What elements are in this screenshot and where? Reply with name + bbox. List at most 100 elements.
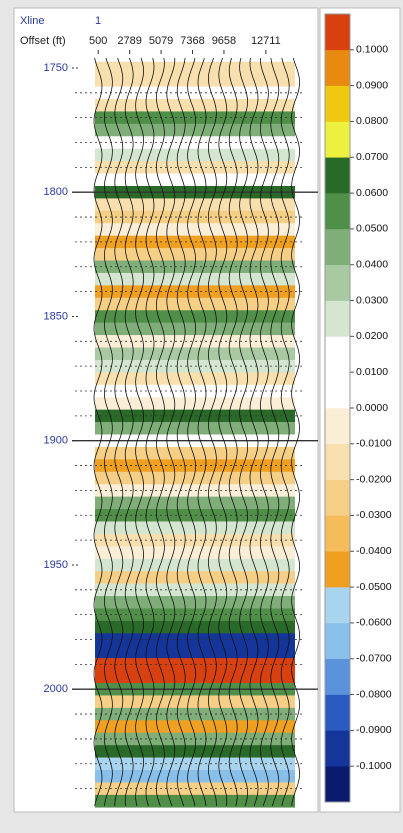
colorbar-segment	[325, 121, 350, 158]
colorbar-tick-label: 0.0300	[356, 294, 388, 306]
colorbar-tick-label: 0.0900	[356, 79, 388, 91]
amplitude-band	[95, 372, 295, 386]
colorbar-segment	[325, 372, 350, 409]
colorbar-segment	[325, 515, 350, 552]
y-tick-label: 1750	[44, 62, 68, 74]
amplitude-band	[95, 148, 295, 162]
colorbar-segment	[325, 49, 350, 86]
wiggle	[228, 57, 238, 807]
wiggle	[176, 57, 186, 807]
x-axis-title: Offset (ft)	[20, 35, 66, 47]
colorbar-tick-label: 0.0000	[356, 402, 388, 414]
colorbar-segment	[325, 193, 350, 230]
wiggle	[197, 57, 207, 807]
wiggle	[270, 57, 280, 807]
amplitude-band	[95, 769, 295, 783]
xline-label: Xline	[20, 15, 44, 27]
amplitude-band	[95, 198, 295, 212]
colorbar-segment	[325, 264, 350, 301]
colorbar-segment	[325, 479, 350, 516]
colorbar-tick-label: -0.0700	[356, 653, 392, 665]
colorbar-tick-label: -0.0600	[356, 617, 392, 629]
wiggle	[280, 57, 290, 807]
amplitude-band	[95, 645, 295, 659]
amplitude-band	[95, 720, 295, 734]
wiggle	[93, 57, 103, 807]
colorbar-tick-label: 0.1000	[356, 44, 388, 56]
colorbar-tick-label: -0.0100	[356, 438, 392, 450]
y-tick-label: 1800	[44, 186, 68, 198]
colorbar-segment	[325, 408, 350, 445]
colorbar-segment	[325, 228, 350, 266]
x-tick-label: 500	[89, 35, 107, 47]
y-tick-label: 1900	[44, 435, 68, 447]
wiggle	[259, 57, 269, 807]
colorbar-segment	[325, 551, 350, 588]
colorbar-tick-label: -0.0200	[356, 473, 392, 485]
colorbar-tick-label: 0.0100	[356, 366, 388, 378]
colorbar-segment	[325, 336, 350, 373]
wiggle	[124, 57, 134, 807]
colorbar-tick-label: -0.0400	[356, 545, 392, 557]
amplitude-band	[95, 446, 295, 460]
amplitude-band	[95, 471, 295, 485]
amplitude-band	[95, 74, 295, 87]
y-tick-label: 2000	[44, 683, 68, 695]
amplitude-band	[95, 695, 295, 709]
amplitude-band	[95, 297, 295, 311]
colorbar-tick-label: -0.1000	[356, 760, 392, 772]
wiggle	[218, 57, 228, 807]
colorbar-segment	[325, 587, 350, 624]
y-tick-label: 1850	[44, 310, 68, 322]
amplitude-band	[95, 745, 295, 758]
colorbar-tick-label: 0.0600	[356, 187, 388, 199]
wiggle	[249, 57, 259, 807]
colorbar-tick-label: -0.0500	[356, 581, 392, 593]
x-tick-label: 9658	[212, 35, 236, 47]
amplitude-band	[95, 99, 295, 112]
amplitude-band	[95, 558, 295, 572]
wiggle	[135, 57, 145, 807]
amplitude-band	[95, 223, 295, 236]
wiggle-traces	[93, 57, 301, 807]
amplitude-band	[95, 123, 295, 137]
amplitude-band	[95, 61, 295, 75]
amplitude-band	[95, 496, 295, 510]
x-tick-label: 5079	[149, 35, 173, 47]
colorbar-segment	[325, 14, 350, 51]
x-tick-label: 7368	[180, 35, 204, 47]
colorbar-segment	[325, 694, 350, 731]
colorbar-tick-label: 0.0700	[356, 151, 388, 163]
amplitude-band	[95, 322, 295, 336]
wiggle	[187, 57, 197, 807]
amplitude-band	[95, 571, 295, 584]
amplitude-band	[95, 272, 295, 286]
colorbar-segment	[325, 622, 350, 660]
colorbar-tick-label: 0.0500	[356, 223, 388, 235]
wiggle	[155, 57, 165, 807]
amplitude-band	[95, 347, 295, 361]
colorbar-segment	[325, 85, 350, 122]
colorbar-segment	[325, 443, 350, 480]
colorbar-tick-label: -0.0900	[356, 724, 392, 736]
x-tick-label: 12711	[251, 35, 281, 47]
amplitude-band	[95, 794, 295, 808]
colorbar-tick-label: 0.0400	[356, 259, 388, 271]
colorbar-segment	[325, 658, 350, 695]
amplitude-band	[95, 546, 295, 560]
colorbar-tick-label: -0.0300	[356, 509, 392, 521]
wiggle	[239, 57, 249, 807]
wiggle	[166, 57, 176, 807]
y-tick-label: 1950	[44, 559, 68, 571]
amplitude-band	[95, 422, 295, 435]
colorbar-segment	[325, 157, 350, 194]
wiggle	[291, 57, 301, 807]
amplitude-band	[95, 310, 295, 323]
wiggle	[145, 57, 155, 807]
colorbar-tick-label: 0.0200	[356, 330, 388, 342]
xline-value: 1	[95, 15, 101, 27]
wiggle	[103, 57, 113, 807]
colorbar-segment	[325, 730, 350, 767]
colorbar-tick-label: -0.0800	[356, 688, 392, 700]
